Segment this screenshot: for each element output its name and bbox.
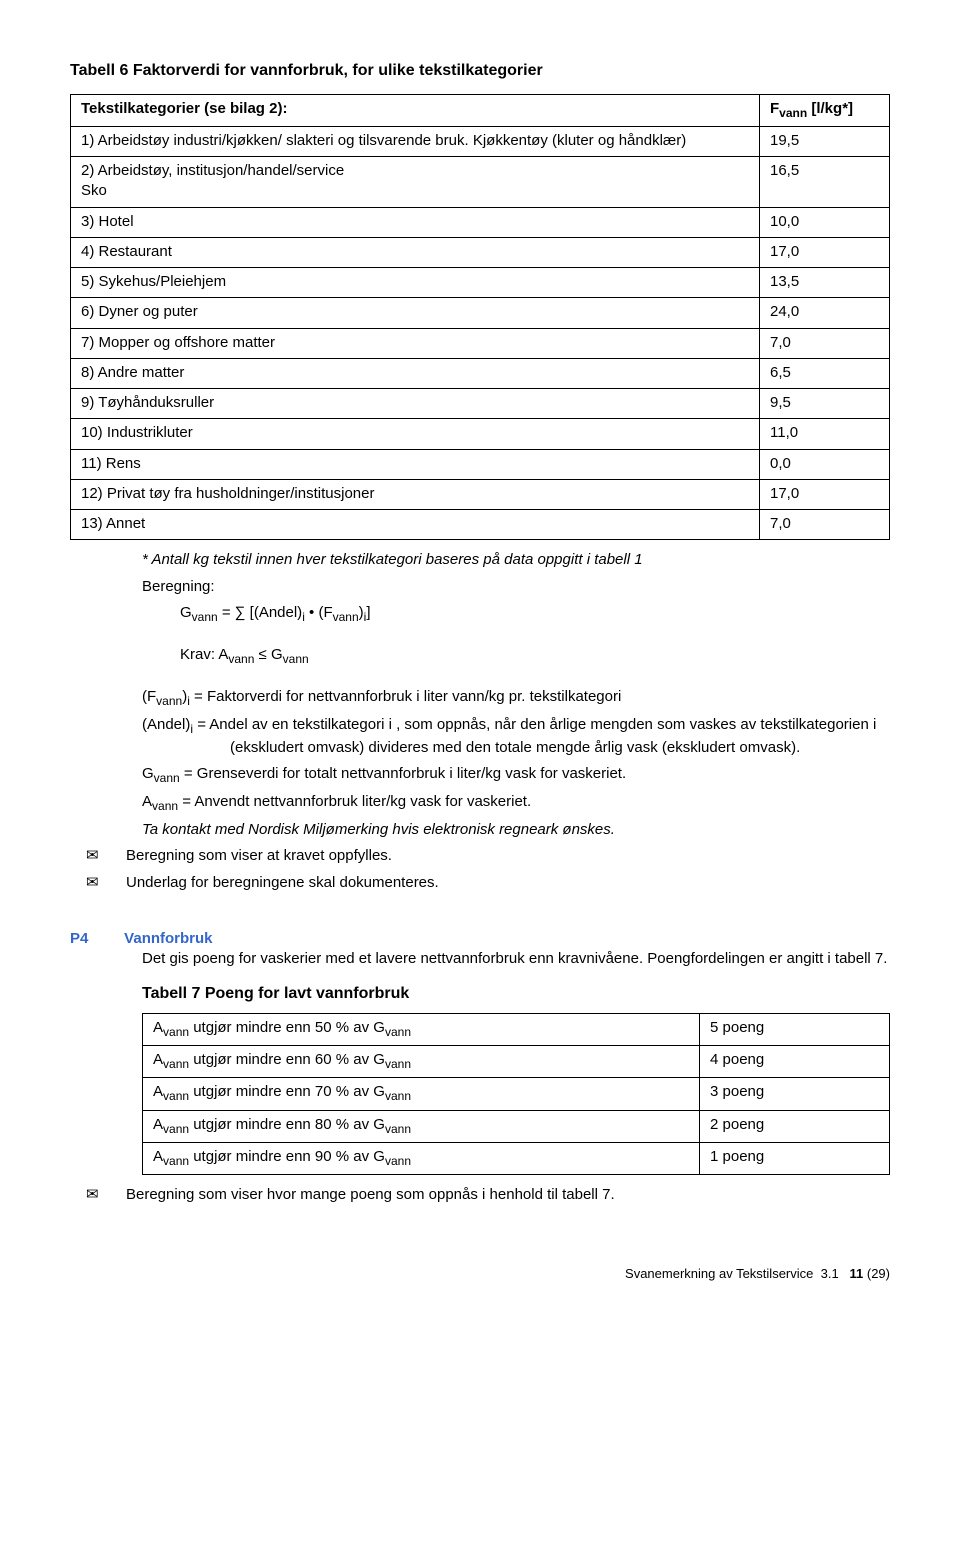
table-cell: 7) Mopper og offshore matter — [71, 328, 760, 358]
table-cell: 19,5 — [760, 126, 890, 156]
def-gvann: Gvann = Grenseverdi for totalt nettvannf… — [142, 764, 890, 786]
krav-line: Krav: Avann ≤ Gvann — [180, 645, 890, 667]
mail-icon: ✉ — [86, 846, 126, 866]
table-cell: Avann utgjør mindre enn 80 % av Gvann — [143, 1110, 700, 1142]
def-avann: Avann = Anvendt nettvannforbruk liter/kg… — [142, 792, 890, 814]
table-cell: 9,5 — [760, 389, 890, 419]
checklist-item-1: ✉Beregning som viser at kravet oppfylles… — [86, 846, 890, 866]
p4-label: P4 — [70, 929, 120, 949]
table-cell: 0,0 — [760, 449, 890, 479]
table-cell: 2) Arbeidstøy, institusjon/handel/servic… — [71, 157, 760, 208]
table-cell: 1) Arbeidstøy industri/kjøkken/ slakteri… — [71, 126, 760, 156]
table-cell: Avann utgjør mindre enn 60 % av Gvann — [143, 1046, 700, 1078]
checklist-item-2: ✉Underlag for beregningene skal dokument… — [86, 873, 890, 893]
table-cell: 13) Annet — [71, 510, 760, 540]
page-footer: Svanemerkning av Tekstilservice 3.1 11 (… — [70, 1265, 890, 1283]
table-cell: 4) Restaurant — [71, 237, 760, 267]
table-cell: 11,0 — [760, 419, 890, 449]
table-cell: 17,0 — [760, 479, 890, 509]
table-cell: 6,5 — [760, 358, 890, 388]
table-cell: Avann utgjør mindre enn 70 % av Gvann — [143, 1078, 700, 1110]
table6: Tekstilkategorier (se bilag 2): Fvann [l… — [70, 94, 890, 541]
checklist-item-3: ✉Beregning som viser hvor mange poeng so… — [86, 1185, 890, 1205]
beregning-label: Beregning: — [142, 577, 890, 597]
p4-body: Det gis poeng for vaskerier med et laver… — [142, 949, 890, 969]
table-cell: 16,5 — [760, 157, 890, 208]
table-cell: 7,0 — [760, 510, 890, 540]
p4-title: Vannforbruk — [124, 930, 212, 947]
note-italic: Ta kontakt med Nordisk Miljømerking hvis… — [142, 820, 890, 840]
def-fvann: (Fvann)i = Faktorverdi for nettvannforbr… — [142, 687, 890, 709]
table-cell: 7,0 — [760, 328, 890, 358]
table7-title: Tabell 7 Poeng for lavt vannforbruk — [142, 983, 890, 1005]
table-cell: 10,0 — [760, 207, 890, 237]
table-cell: 2 poeng — [700, 1110, 890, 1142]
table-cell: 3 poeng — [700, 1078, 890, 1110]
table-cell: 3) Hotel — [71, 207, 760, 237]
table-cell: 13,5 — [760, 268, 890, 298]
table-cell: Avann utgjør mindre enn 50 % av Gvann — [143, 1014, 700, 1046]
table-cell: 10) Industrikluter — [71, 419, 760, 449]
table-cell: 5) Sykehus/Pleiehjem — [71, 268, 760, 298]
mail-icon: ✉ — [86, 1185, 126, 1205]
table6-title: Tabell 6 Faktorverdi for vannforbruk, fo… — [70, 60, 890, 82]
table-cell: Avann utgjør mindre enn 90 % av Gvann — [143, 1142, 700, 1174]
table-cell: 24,0 — [760, 298, 890, 328]
table-cell: 12) Privat tøy fra husholdninger/institu… — [71, 479, 760, 509]
table-cell: 9) Tøyhånduksruller — [71, 389, 760, 419]
table-cell: 6) Dyner og puter — [71, 298, 760, 328]
table6-header-left: Tekstilkategorier (se bilag 2): — [71, 94, 760, 126]
table-cell: 17,0 — [760, 237, 890, 267]
table-cell: 11) Rens — [71, 449, 760, 479]
table-cell: 5 poeng — [700, 1014, 890, 1046]
mail-icon: ✉ — [86, 873, 126, 893]
table-cell: 8) Andre matter — [71, 358, 760, 388]
table7: Avann utgjør mindre enn 50 % av Gvann5 p… — [142, 1013, 890, 1175]
table-cell: 1 poeng — [700, 1142, 890, 1174]
def-andel: (Andel)i = Andel av en tekstilkategori i… — [142, 715, 890, 757]
table-cell: 4 poeng — [700, 1046, 890, 1078]
table6-header-right: Fvann [l/kg*] — [760, 94, 890, 126]
table6-footnote: * Antall kg tekstil innen hver tekstilka… — [142, 550, 890, 570]
formula-gvann: Gvann = ∑ [(Andel)i • (Fvann)i] — [180, 603, 890, 625]
